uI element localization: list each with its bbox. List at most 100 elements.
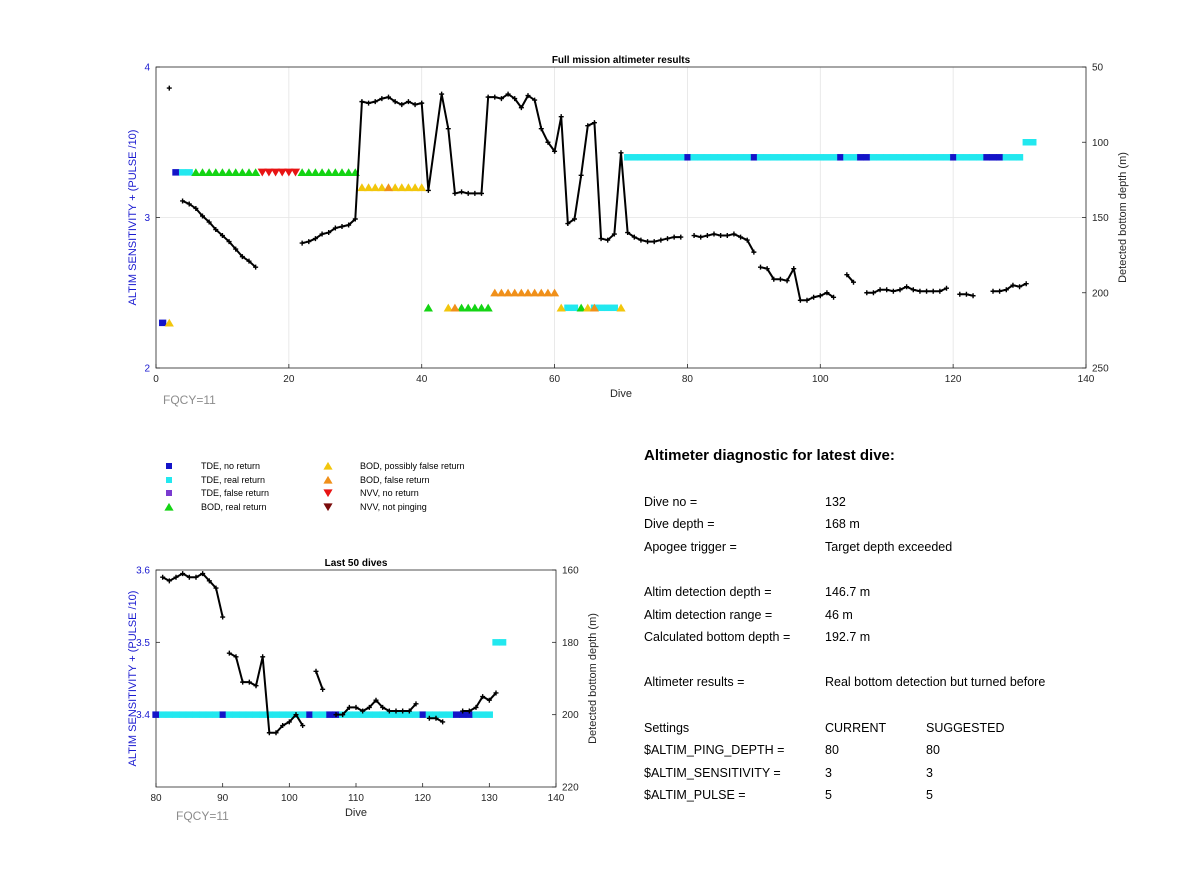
tde-marker-real_return	[272, 711, 280, 718]
tde-marker-no_return	[459, 711, 467, 718]
tde-marker-real_return	[770, 154, 778, 161]
x-axis-label: Dive	[345, 807, 367, 819]
tde-marker-real_return	[849, 154, 858, 161]
tde-marker-real_return	[479, 711, 487, 718]
diag-label-detection-range: Altim detection range =	[644, 608, 773, 622]
diag-value-detection-range: 46 m	[825, 608, 853, 622]
x-tick-label: 0	[153, 374, 159, 385]
depth-point	[186, 574, 192, 580]
depth-point	[373, 697, 379, 703]
settings-header-name: Settings	[644, 721, 690, 735]
setting-suggested-pulse: 5	[926, 788, 933, 802]
setting-suggested-sensitivity: 3	[926, 766, 933, 780]
depth-point	[353, 704, 359, 710]
depth-point	[200, 213, 205, 219]
diag-label-altimeter-results: Altimeter results =	[644, 675, 745, 689]
tde-marker-real_return	[677, 154, 685, 161]
tde-marker-real_return	[445, 711, 453, 718]
depth-point	[166, 578, 172, 584]
nvv-marker-no_return	[257, 168, 267, 177]
tde-marker-real_return	[499, 639, 507, 646]
tde-marker-real_return	[379, 711, 387, 718]
depth-line	[993, 282, 1027, 293]
depth-point	[186, 201, 192, 207]
depth-point	[473, 704, 479, 710]
x-tick-label: 110	[348, 793, 364, 804]
legend-marker-square	[166, 490, 172, 496]
tde-marker-real_return	[597, 304, 605, 312]
depth-point	[558, 114, 564, 120]
bod-marker-false_return	[523, 288, 533, 297]
y-tick-label: 3.6	[136, 566, 150, 577]
legend-marker-triangle	[164, 502, 174, 511]
nvv-marker-no_return	[284, 168, 294, 177]
tde-marker-real_return	[630, 154, 638, 161]
diag-value-dive-depth: 168 m	[825, 517, 860, 531]
depth-point	[319, 231, 325, 237]
y2-tick-label: 100	[1092, 138, 1109, 149]
depth-point	[433, 715, 439, 721]
bod-marker-false_return	[530, 288, 540, 297]
tde-marker-real_return	[876, 154, 884, 161]
y2-tick-label: 200	[562, 710, 579, 721]
depth-point	[445, 126, 451, 132]
bod-marker-possibly_false	[443, 303, 453, 312]
setting-current-sensitivity: 3	[825, 766, 832, 780]
y-tick-label: 3	[144, 213, 150, 224]
tde-marker-real_return	[365, 711, 373, 718]
depth-point	[744, 237, 750, 243]
depth-point	[366, 704, 372, 710]
tde-marker-real_return	[710, 154, 718, 161]
tde-marker-real_return	[299, 711, 307, 718]
depth-point	[572, 216, 577, 222]
tde-marker-real_return	[185, 169, 193, 176]
x-tick-label: 130	[481, 793, 498, 804]
depth-point	[505, 91, 511, 97]
depth-point	[466, 708, 472, 714]
diag-label-bottom-depth: Calculated bottom depth =	[644, 630, 791, 644]
tde-marker-real_return	[425, 711, 433, 718]
bod-marker-real_return	[463, 303, 473, 312]
y2-tick-label: 50	[1092, 63, 1104, 74]
depth-point	[300, 723, 306, 729]
tde-marker-real_return	[743, 154, 751, 161]
bod-marker-possibly_false	[390, 183, 400, 192]
depth-point	[1017, 284, 1023, 290]
tde-marker-real_return	[432, 711, 440, 718]
depth-point	[206, 219, 212, 225]
depth-point	[392, 99, 398, 105]
tde-marker-real_return	[570, 304, 579, 312]
tde-marker-real_return	[399, 711, 407, 718]
bod-marker-possibly_false	[164, 318, 174, 327]
tde-marker-real_return	[624, 154, 632, 161]
y2-tick-label: 200	[1092, 288, 1109, 299]
tde-marker-real_return	[1009, 154, 1017, 161]
x-tick-label: 90	[217, 793, 229, 804]
legend-label: NVV, no return	[360, 488, 419, 498]
depth-point	[525, 93, 531, 99]
x-tick-label: 60	[549, 374, 561, 385]
depth-point	[598, 236, 604, 242]
depth-point	[253, 264, 259, 270]
bod-marker-real_return	[423, 303, 433, 312]
tde-marker-real_return	[259, 711, 267, 718]
tde-marker-real_return	[690, 154, 698, 161]
tde-marker-real_return	[697, 154, 705, 161]
setting-name-pulse: $ALTIM_PULSE =	[644, 788, 746, 802]
tde-marker-real_return	[225, 711, 233, 718]
x-tick-label: 20	[283, 374, 295, 385]
bod-marker-false_return	[536, 288, 546, 297]
depth-point	[439, 91, 445, 97]
tde-marker-real_return	[763, 154, 771, 161]
depth-point	[625, 230, 631, 236]
depth-line	[228, 652, 304, 734]
bod-marker-possibly_false	[556, 303, 566, 312]
depth-point	[578, 172, 584, 178]
depth-point	[426, 715, 432, 721]
legend-marker-triangle	[323, 475, 333, 484]
tde-marker-no_return	[982, 154, 990, 161]
depth-point	[193, 574, 199, 580]
tde-marker-no_return	[419, 711, 427, 718]
tde-marker-real_return	[165, 711, 173, 718]
